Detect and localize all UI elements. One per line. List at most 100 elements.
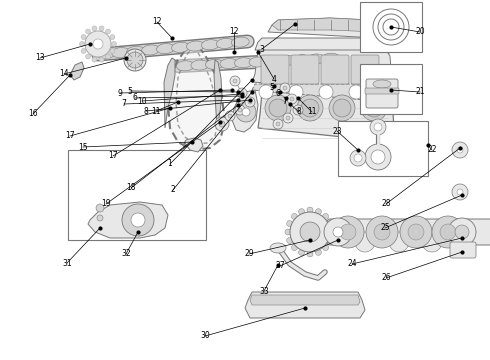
Polygon shape — [168, 42, 225, 150]
FancyBboxPatch shape — [365, 88, 399, 94]
Circle shape — [389, 232, 409, 252]
Circle shape — [327, 221, 333, 226]
Text: 1: 1 — [168, 159, 172, 168]
Circle shape — [219, 121, 225, 127]
Circle shape — [230, 76, 240, 86]
Circle shape — [322, 244, 329, 251]
Circle shape — [85, 31, 111, 57]
Circle shape — [237, 88, 247, 98]
Text: 2: 2 — [171, 185, 175, 194]
Circle shape — [361, 95, 387, 121]
Circle shape — [457, 189, 463, 195]
Ellipse shape — [270, 243, 286, 253]
FancyBboxPatch shape — [338, 121, 428, 176]
Circle shape — [365, 99, 383, 117]
Polygon shape — [70, 62, 84, 80]
Polygon shape — [214, 60, 222, 128]
Circle shape — [333, 99, 351, 117]
Ellipse shape — [373, 80, 391, 88]
Circle shape — [293, 105, 303, 115]
Circle shape — [99, 57, 104, 62]
Text: 14: 14 — [59, 69, 69, 78]
Ellipse shape — [112, 48, 130, 58]
FancyBboxPatch shape — [291, 55, 319, 84]
Ellipse shape — [142, 45, 160, 55]
Circle shape — [370, 119, 386, 135]
Ellipse shape — [176, 61, 195, 71]
Text: 11: 11 — [307, 108, 317, 117]
Circle shape — [307, 207, 313, 213]
Circle shape — [452, 184, 468, 200]
Ellipse shape — [231, 37, 249, 47]
FancyBboxPatch shape — [360, 2, 422, 52]
FancyBboxPatch shape — [360, 64, 422, 114]
Text: 10: 10 — [137, 96, 147, 105]
Circle shape — [245, 97, 255, 107]
Polygon shape — [258, 92, 394, 142]
Polygon shape — [88, 202, 168, 238]
Circle shape — [127, 52, 143, 68]
Circle shape — [81, 49, 86, 53]
Ellipse shape — [321, 53, 340, 63]
Circle shape — [287, 94, 297, 104]
Text: 11: 11 — [151, 107, 161, 116]
FancyBboxPatch shape — [321, 55, 349, 84]
Text: 13: 13 — [35, 54, 45, 63]
Circle shape — [297, 95, 323, 121]
Circle shape — [448, 218, 476, 246]
Circle shape — [457, 147, 463, 153]
Circle shape — [86, 29, 91, 34]
Circle shape — [290, 97, 294, 101]
Circle shape — [350, 150, 366, 166]
FancyBboxPatch shape — [261, 55, 289, 84]
Circle shape — [265, 95, 291, 121]
Circle shape — [432, 216, 464, 248]
Circle shape — [269, 99, 287, 117]
Text: 33: 33 — [259, 287, 269, 296]
FancyBboxPatch shape — [351, 55, 379, 84]
Ellipse shape — [156, 44, 174, 54]
Text: 17: 17 — [108, 152, 118, 161]
Polygon shape — [255, 38, 390, 58]
Text: 18: 18 — [126, 184, 136, 193]
FancyBboxPatch shape — [366, 79, 398, 108]
Circle shape — [92, 26, 97, 31]
Circle shape — [298, 209, 305, 215]
Text: 24: 24 — [347, 260, 357, 269]
Ellipse shape — [124, 49, 146, 71]
Polygon shape — [252, 84, 392, 102]
Circle shape — [400, 216, 432, 248]
Circle shape — [110, 49, 115, 53]
Text: 5: 5 — [127, 86, 132, 95]
Circle shape — [316, 209, 321, 215]
Circle shape — [259, 85, 273, 99]
Circle shape — [235, 105, 245, 115]
Text: 3: 3 — [260, 45, 265, 54]
Circle shape — [355, 232, 375, 252]
Text: 23: 23 — [332, 126, 342, 135]
Circle shape — [340, 224, 356, 240]
FancyBboxPatch shape — [327, 219, 490, 245]
Polygon shape — [250, 295, 360, 305]
Circle shape — [292, 213, 297, 220]
Text: 29: 29 — [244, 249, 254, 258]
Text: 27: 27 — [275, 261, 285, 270]
Circle shape — [122, 204, 154, 236]
Circle shape — [215, 117, 229, 131]
Circle shape — [92, 57, 97, 62]
Text: 22: 22 — [427, 145, 437, 154]
Circle shape — [242, 108, 250, 116]
Text: 5: 5 — [270, 84, 274, 93]
Circle shape — [287, 221, 293, 226]
Text: 17: 17 — [65, 131, 75, 140]
Circle shape — [236, 102, 256, 122]
Text: 8: 8 — [296, 108, 301, 117]
Ellipse shape — [264, 56, 282, 66]
Ellipse shape — [127, 46, 145, 56]
Circle shape — [86, 54, 91, 59]
Circle shape — [289, 85, 303, 99]
Polygon shape — [268, 18, 382, 38]
Ellipse shape — [307, 54, 325, 64]
Circle shape — [332, 216, 364, 248]
Circle shape — [292, 244, 297, 251]
